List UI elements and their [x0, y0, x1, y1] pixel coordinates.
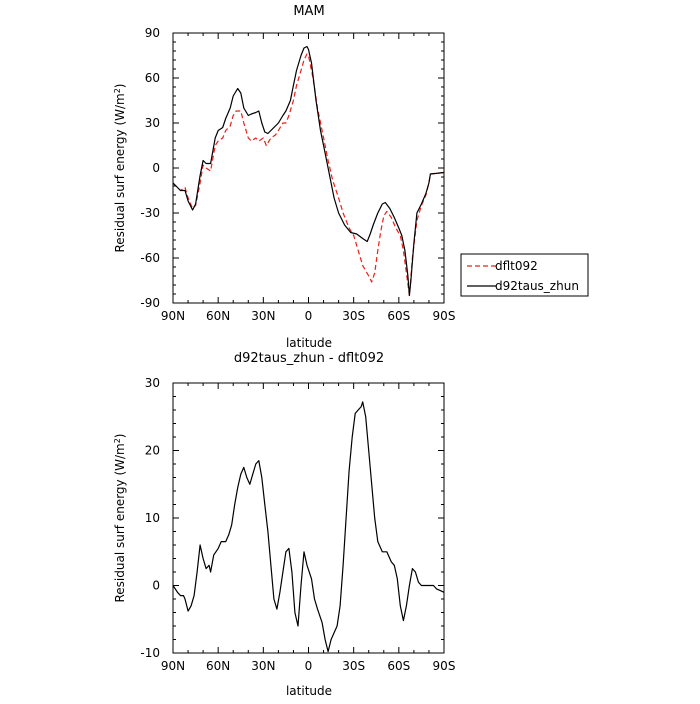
y-tick-label-bottom: 30: [145, 376, 160, 390]
x-tick-label-top: 30S: [342, 309, 365, 323]
y-tick-label-bottom: 10: [145, 511, 160, 525]
series-line-dflt092: [172, 53, 445, 297]
x-tick-label-bottom: 30S: [342, 659, 365, 673]
x-axis-label-bottom: latitude: [286, 684, 332, 698]
chart-panel-top: MAM 90N 60N 30N 0 30S 60S 90S-90-60-300306090 …: [113, 4, 589, 350]
x-tick-label-bottom: 90S: [433, 659, 456, 673]
plot-frame-bottom: [172, 382, 445, 654]
y-tick-label-top: 60: [145, 71, 160, 85]
y-tick-label-top: -30: [140, 206, 160, 220]
y-tick-label-bottom: -10: [140, 646, 160, 660]
chart-panel-bottom: d92taus_zhun - dflt092 90N 60N 30N 0 30S 60S 9…: [113, 351, 455, 698]
y-tick-label-bottom: 20: [145, 444, 160, 458]
y-tick-label-top: 90: [145, 26, 160, 40]
y-axis-label-top: Residual surf energy (W/m2): [113, 83, 127, 252]
x-tick-label-top: 90N: [161, 309, 185, 323]
y-tick-label-top: 0: [152, 161, 160, 175]
legend: dflt092 d92taus_zhun: [460, 253, 589, 297]
y-tick-label-bottom: 0: [152, 579, 160, 593]
x-tick-label-top: 60S: [387, 309, 410, 323]
plot-frame-top: [172, 32, 445, 304]
y-tick-label-top: 30: [145, 116, 160, 130]
x-tick-label-top: 0: [305, 309, 313, 323]
x-tick-label-bottom: 60N: [206, 659, 230, 673]
y-axis-label-bottom: Residual surf energy (W/m2): [113, 433, 127, 602]
y-tick-label-top: -60: [140, 251, 160, 265]
legend-label-d92taus-zhun: d92taus_zhun: [495, 279, 579, 293]
x-tick-label-top: 60N: [206, 309, 230, 323]
x-tick-label-bottom: 30N: [251, 659, 275, 673]
legend-label-dflt092: dflt092: [495, 259, 538, 273]
x-tick-label-bottom: 60S: [387, 659, 410, 673]
y-tick-label-top: -90: [140, 296, 160, 310]
chart-title-top: MAM: [293, 4, 324, 19]
x-tick-label-bottom: 0: [305, 659, 313, 673]
chart-title-bottom: d92taus_zhun - dflt092: [234, 351, 384, 366]
x-axis-label-top: latitude: [286, 336, 332, 350]
x-tick-label-top: 90S: [433, 309, 456, 323]
x-tick-label-bottom: 90N: [161, 659, 185, 673]
series-line-d92taus-zhun: [172, 45, 445, 297]
series-line-difference: [172, 401, 445, 653]
legend-box: [460, 253, 589, 297]
x-tick-label-top: 30N: [251, 309, 275, 323]
